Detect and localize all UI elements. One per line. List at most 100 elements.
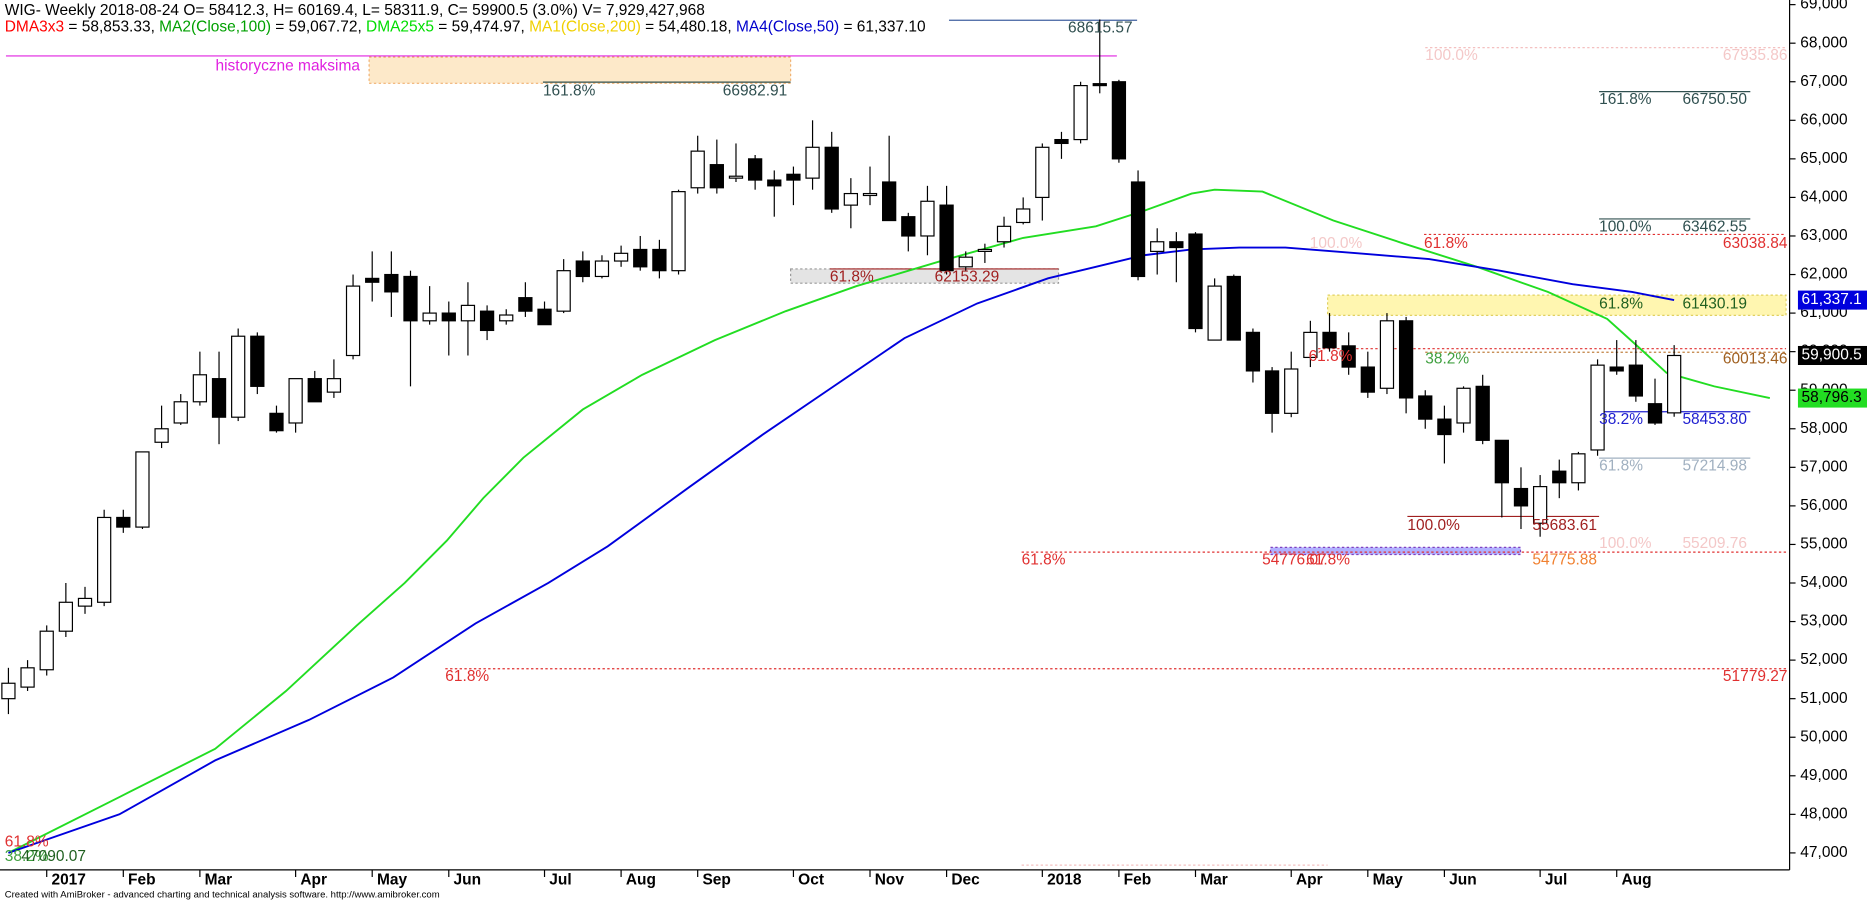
annotation: 54775.88 [1532,552,1597,569]
candle-body [307,378,322,403]
candle-body [958,256,973,268]
annotation: 47090.07 [21,848,86,865]
candle-body [499,314,514,322]
x-tick-label: Oct [798,872,824,889]
candle-body [77,597,93,607]
candle-body [1245,331,1261,372]
x-tick-label: Apr [1296,872,1323,889]
x-tick-label: Dec [951,872,980,889]
candle-body [1054,138,1069,145]
legend-entry: DMA3x3 [5,18,64,35]
x-tick-label: Apr [300,872,327,889]
y-tick-label: 68,000 [1800,34,1847,51]
x-tick-label: Nov [875,872,905,889]
chart-title: WIG- Weekly 2018-08-24 O= 58412.3, H= 60… [5,2,705,19]
candle-body [575,260,590,278]
x-tick-label: Feb [1124,872,1152,889]
annotation: 61.8% [1022,552,1066,569]
ma-line [8,246,1675,854]
y-tick-label: 63,000 [1800,227,1847,244]
annotation: 61.8% [1599,296,1643,313]
annotation: 62153.29 [935,268,1000,285]
annotation: 100.0% [1310,235,1363,252]
candle-body [709,164,724,189]
candle-body [537,308,552,326]
candle-body [384,273,399,293]
candle-body [1571,453,1586,484]
candle-body [996,225,1012,243]
candle-body [1092,83,1107,87]
legend-entry: = 59,474.97, [434,18,529,35]
x-tick-label: Aug [626,872,656,889]
annotation: 61.8% [1599,458,1643,475]
annotation-shapes [0,0,1791,871]
y-tick-label: 69,000 [1800,0,1847,13]
y-tick-label: 67,000 [1800,73,1847,90]
candle-body [403,275,418,322]
candle-body [1475,385,1490,441]
candle-body [365,277,380,283]
annotation: 61430.19 [1682,296,1747,313]
candle-body [671,191,686,272]
candle-body [1150,241,1165,252]
candle-body [843,192,859,206]
candle-body [747,158,763,181]
candle-body [479,310,495,332]
candle-body [460,304,476,322]
candle-body [1609,366,1624,372]
y-tick-label: 52,000 [1800,651,1847,668]
candle-body [786,173,801,181]
candle-body [977,248,993,252]
candle-body [652,248,667,272]
x-tick-label: Jun [1449,872,1477,889]
annotation: 55683.61 [1532,517,1597,534]
candle-body [594,260,610,278]
price-label: 61,337.1 [1802,291,1862,308]
candle-body [1303,331,1318,359]
annotation: 38.2% [1599,411,1643,428]
candle-body [1647,403,1663,424]
candle-body [1169,241,1184,249]
candle-body [441,312,456,322]
candle-body [1437,418,1452,436]
candle-body [1016,208,1031,224]
price-label: 58,796.3 [1802,389,1862,406]
candle-body [633,248,648,268]
candle-body [939,204,954,272]
price-box [1797,388,1867,408]
candle-body [1398,320,1414,399]
candle-body [556,270,571,312]
candle-body [1513,487,1529,507]
candle-body [116,516,131,528]
x-tick-label: Mar [205,872,233,889]
candle-body [1111,81,1127,160]
candle-body [1456,387,1471,424]
annotation: 61.8% [1306,552,1350,569]
zone [1269,546,1522,556]
y-tick-label: 56,000 [1800,497,1847,514]
y-tick-label: 57,000 [1800,458,1847,475]
candle-body [901,216,916,237]
y-tick-label: 48,000 [1800,805,1847,822]
y-tick-label: 53,000 [1800,613,1847,630]
candle-body [1264,370,1280,414]
candle-body [422,312,437,322]
y-tick-label: 65,000 [1800,150,1847,167]
y-tick-label: 49,000 [1800,767,1847,784]
y-tick-label: 62,000 [1800,266,1847,283]
candle-body [728,175,744,179]
candle-body [97,516,112,603]
x-tick-label: Mar [1200,872,1228,889]
candle-body [1418,395,1433,420]
annotation: 100.0% [1407,517,1460,534]
annotation: 63462.55 [1682,218,1747,235]
y-tick-label: 55,000 [1800,536,1847,553]
zone [368,56,792,84]
annotation: 58453.80 [1682,411,1747,428]
annotation: 68615.57 [1068,20,1133,37]
candle-body [250,335,265,387]
legend-entry: MA2(Close,100) [159,18,271,35]
annotation: 161.8% [543,83,596,100]
annotation: 100.0% [1599,535,1652,552]
